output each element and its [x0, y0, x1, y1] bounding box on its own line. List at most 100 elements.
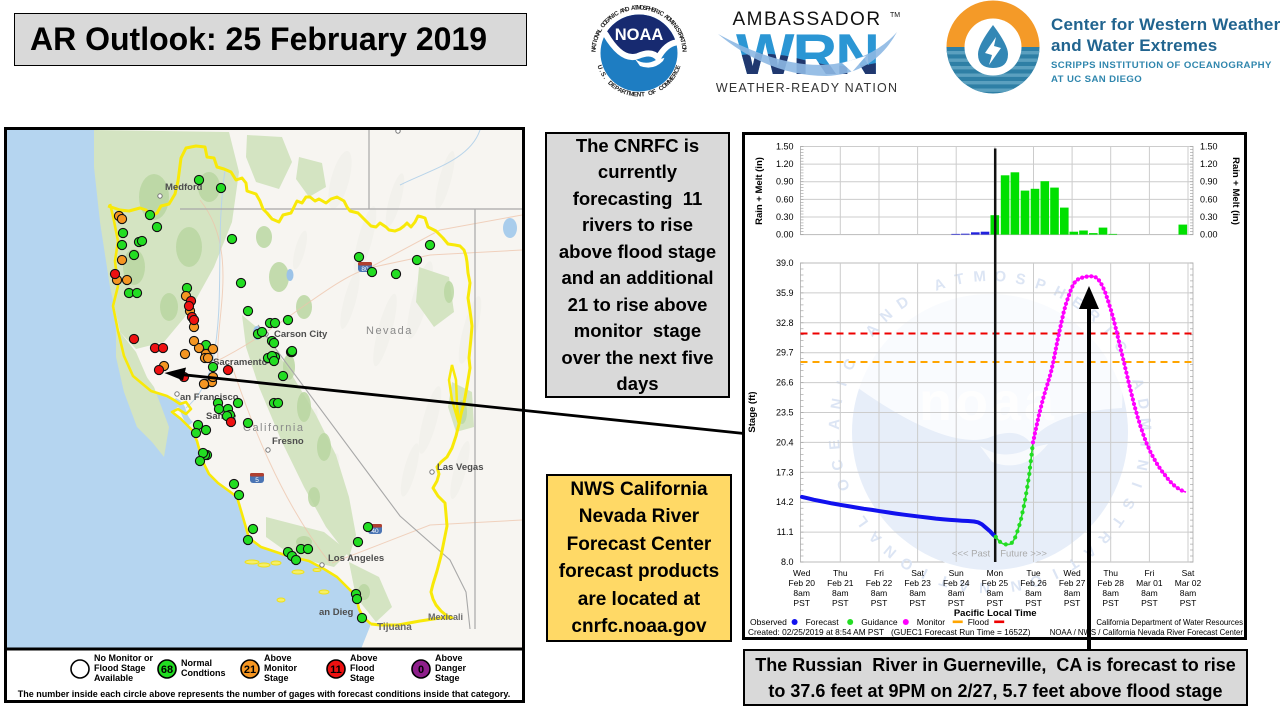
- svg-text:H: H: [648, 6, 655, 14]
- svg-text:Created: 02/25/2019 at 8:54 AM: Created: 02/25/2019 at 8:54 AM PST (GUEC…: [748, 627, 1031, 637]
- svg-text:M: M: [666, 17, 675, 26]
- svg-text:Feb 28: Feb 28: [1097, 578, 1124, 588]
- svg-text:I: I: [833, 379, 850, 388]
- svg-text:C: C: [658, 10, 666, 19]
- svg-text:Tijuana: Tijuana: [377, 622, 412, 633]
- svg-text:Normal: Normal: [181, 658, 212, 668]
- svg-text:0.60: 0.60: [776, 194, 794, 204]
- svg-text:Above: Above: [350, 653, 378, 663]
- svg-text:Tue: Tue: [1026, 568, 1041, 578]
- svg-text:L: L: [596, 27, 604, 34]
- svg-text:17.3: 17.3: [776, 467, 794, 477]
- svg-text:Sat: Sat: [1182, 568, 1195, 578]
- svg-text:E: E: [826, 439, 844, 450]
- svg-text:O: O: [639, 4, 644, 11]
- svg-text:Stage: Stage: [435, 673, 460, 683]
- svg-text:8am: 8am: [1180, 588, 1197, 598]
- svg-text:Flood: Flood: [968, 617, 990, 627]
- svg-text:Stage (ft): Stage (ft): [747, 391, 758, 432]
- svg-text:noaa: noaa: [919, 372, 1057, 432]
- svg-text:Feb 22: Feb 22: [866, 578, 893, 588]
- svg-text:8am: 8am: [1102, 588, 1119, 598]
- svg-text:R: R: [671, 70, 680, 78]
- svg-text:NOAA / NWS / California Nevada: NOAA / NWS / California Nevada River For…: [1050, 628, 1244, 637]
- svg-text:0.60: 0.60: [1200, 194, 1218, 204]
- svg-text:A: A: [616, 86, 624, 95]
- svg-text:S: S: [642, 5, 647, 12]
- svg-text:an Dieg: an Dieg: [319, 607, 354, 618]
- svg-text:I: I: [919, 565, 930, 582]
- svg-text:0.90: 0.90: [776, 177, 794, 187]
- svg-text:PST: PST: [987, 598, 1004, 608]
- svg-text:Wed: Wed: [1063, 568, 1081, 578]
- svg-text:Las Vegas: Las Vegas: [437, 462, 483, 473]
- svg-text:S: S: [599, 71, 607, 78]
- svg-text:Monitor: Monitor: [264, 663, 297, 673]
- svg-text:I: I: [1128, 480, 1145, 490]
- svg-text:M: M: [628, 90, 634, 98]
- svg-text:1.50: 1.50: [776, 142, 794, 152]
- svg-text:Mar 02: Mar 02: [1175, 578, 1202, 588]
- svg-text:8am: 8am: [1141, 588, 1158, 598]
- svg-text:D: D: [606, 80, 614, 89]
- svg-text:M: M: [973, 268, 987, 286]
- svg-text:I: I: [673, 25, 680, 31]
- svg-text:N: N: [670, 22, 679, 30]
- svg-text:Mar 01: Mar 01: [1136, 578, 1163, 588]
- svg-text:0.30: 0.30: [1200, 212, 1218, 222]
- svg-text:R: R: [676, 32, 684, 39]
- svg-text:Pacific Local Time: Pacific Local Time: [954, 608, 1037, 619]
- svg-text:N: N: [680, 47, 687, 52]
- svg-text:8am: 8am: [793, 588, 810, 598]
- svg-text:I: I: [679, 42, 686, 45]
- svg-text:Carson City: Carson City: [274, 329, 328, 340]
- svg-text:Wed: Wed: [793, 568, 811, 578]
- svg-text:Rain + Melt (in): Rain + Melt (in): [754, 157, 765, 225]
- svg-text:Rain + Melt (in): Rain + Melt (in): [1230, 157, 1241, 225]
- svg-text:A: A: [630, 5, 636, 13]
- svg-text:Sacramento: Sacramento: [213, 357, 268, 368]
- svg-text:Monitor: Monitor: [917, 617, 946, 627]
- svg-text:PST: PST: [871, 598, 888, 608]
- svg-text:0.30: 0.30: [776, 212, 794, 222]
- svg-text:Los Angeles: Los Angeles: [328, 553, 384, 564]
- svg-text:PST: PST: [832, 598, 849, 608]
- svg-text:0.90: 0.90: [1200, 177, 1218, 187]
- svg-text:I: I: [670, 20, 677, 26]
- svg-text:M: M: [636, 5, 641, 12]
- svg-text:T: T: [591, 41, 599, 46]
- svg-text:0: 0: [418, 664, 424, 676]
- svg-text:40: 40: [371, 528, 379, 535]
- svg-text:E: E: [603, 17, 611, 25]
- svg-text:I: I: [1050, 565, 1061, 582]
- svg-text:an Francisco: an Francisco: [180, 392, 239, 403]
- svg-text:O: O: [994, 268, 1007, 286]
- svg-text:PST: PST: [948, 598, 965, 608]
- svg-text:S: S: [1014, 270, 1027, 289]
- svg-text:A: A: [591, 44, 599, 50]
- svg-text:AT UC SAN DIEGO: AT UC SAN DIEGO: [1051, 74, 1142, 85]
- svg-text:Sat: Sat: [911, 568, 924, 578]
- svg-text:N: N: [593, 32, 601, 39]
- svg-text:M: M: [666, 77, 675, 86]
- svg-text:T: T: [679, 38, 687, 44]
- svg-text:Fri: Fri: [1144, 568, 1154, 578]
- svg-text:Flood Stage: Flood Stage: [94, 663, 146, 673]
- svg-text:N: N: [590, 47, 597, 52]
- svg-text:T: T: [625, 89, 631, 97]
- svg-text:Feb 23: Feb 23: [904, 578, 931, 588]
- svg-text:O: O: [592, 35, 600, 42]
- svg-text:A: A: [662, 13, 670, 22]
- svg-text:8am: 8am: [1025, 588, 1042, 598]
- svg-text:AMBASSADOR: AMBASSADOR: [732, 9, 881, 30]
- svg-text:T: T: [641, 91, 646, 98]
- svg-text:Guidance: Guidance: [861, 617, 898, 627]
- svg-text:Observed: Observed: [750, 617, 787, 627]
- svg-text:14.2: 14.2: [776, 497, 794, 507]
- svg-text:D: D: [665, 15, 673, 24]
- svg-text:32.8: 32.8: [776, 318, 794, 328]
- svg-text:1.20: 1.20: [776, 159, 794, 169]
- svg-text:Above: Above: [435, 653, 463, 663]
- svg-text:T: T: [675, 30, 683, 37]
- svg-text:Stage: Stage: [264, 673, 289, 683]
